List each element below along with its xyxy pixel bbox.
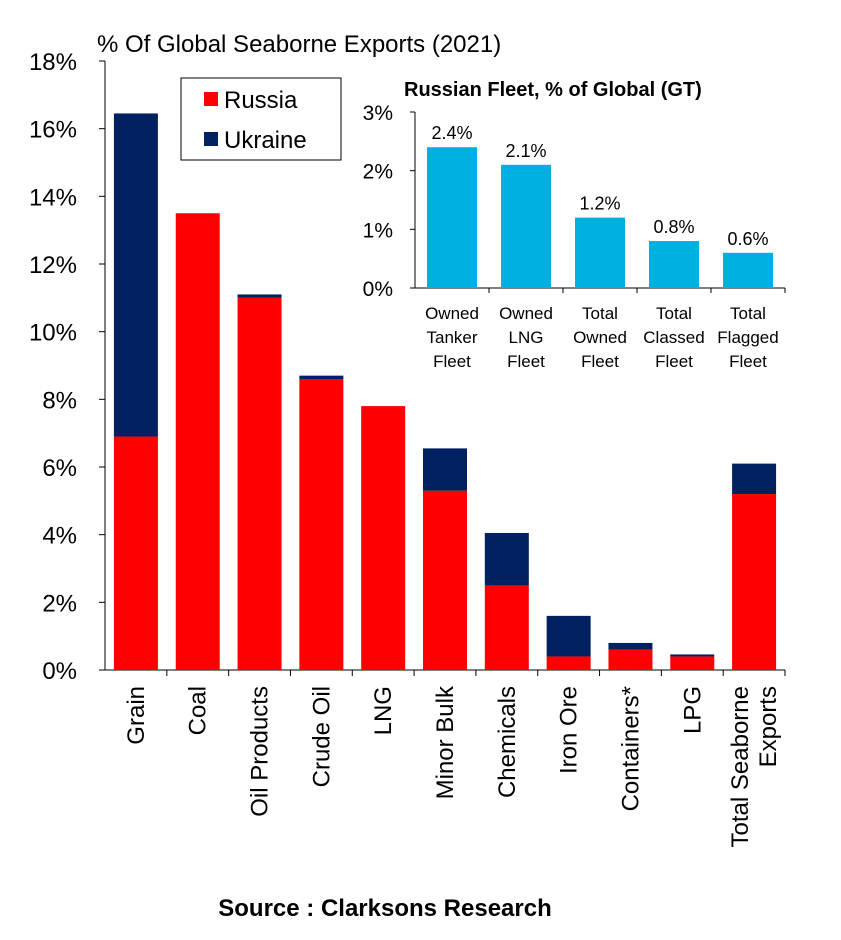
x-tick-label: Minor Bulk (432, 685, 459, 799)
inset-x-tick-label: Owned (573, 328, 627, 347)
y-tick-label: 8% (42, 387, 77, 414)
bar-russia (237, 297, 282, 670)
inset-x-tick-label: Fleet (729, 352, 767, 371)
inset-x-tick-label: Fleet (433, 352, 471, 371)
x-tick-label: LPG (679, 686, 706, 734)
bar-russia (299, 379, 344, 670)
inset-x-tick-label: Flagged (717, 328, 778, 347)
inset-x-tick-label: Tanker (426, 328, 477, 347)
inset-x-tick-label: Fleet (655, 352, 693, 371)
legend-swatch (204, 132, 218, 146)
bar-russia (670, 656, 715, 670)
bar-ukraine (670, 654, 715, 657)
inset-x-tick-label: Classed (643, 328, 704, 347)
legend-box (180, 77, 342, 161)
inset-y-tick-label: 3% (363, 102, 393, 125)
y-tick-label: 10% (29, 320, 77, 347)
y-tick-label: 4% (42, 523, 77, 550)
inset-bar (575, 217, 625, 288)
y-tick-label: 18% (29, 49, 77, 76)
x-tick-label: Iron Ore (556, 686, 583, 774)
bar-russia (113, 436, 158, 670)
x-tick-label: Exports (755, 686, 782, 767)
y-tick-label: 6% (42, 455, 77, 482)
inset-bar (501, 164, 551, 288)
legend-swatch (204, 92, 218, 106)
inset-bar (427, 147, 477, 288)
inset-x-tick-label: LNG (509, 328, 544, 347)
bar-ukraine (237, 294, 282, 298)
x-tick-label: Total Seaborne (727, 686, 754, 847)
bar-russia (423, 490, 467, 670)
bar-ukraine (423, 448, 467, 491)
inset-data-label: 2.1% (505, 141, 546, 161)
bar-ukraine (299, 375, 344, 380)
inset-bar (723, 252, 773, 288)
source-note: Source : Clarksons Research (218, 895, 551, 922)
bar-russia (484, 585, 529, 670)
bar-ukraine (608, 642, 653, 650)
y-tick-label: 2% (42, 590, 77, 617)
bar-russia (732, 494, 777, 670)
x-tick-label: Chemicals (494, 686, 521, 798)
inset-chart-title: Russian Fleet, % of Global (GT) (404, 79, 702, 101)
inset-data-label: 0.8% (653, 217, 694, 237)
inset-data-label: 1.2% (579, 194, 620, 214)
bar-ukraine (732, 463, 777, 495)
legend-label: Ukraine (224, 127, 307, 154)
main-chart-title: % Of Global Seaborne Exports (2021) (97, 31, 501, 58)
inset-y-tick-label: 2% (363, 161, 393, 184)
legend-label: Russia (224, 87, 298, 114)
inset-data-label: 0.6% (727, 229, 768, 249)
y-tick-label: 12% (29, 252, 77, 279)
bar-russia (608, 649, 653, 670)
bar-ukraine (546, 615, 591, 657)
inset-data-label: 2.4% (431, 123, 472, 143)
inset-x-tick-label: Owned (425, 304, 479, 323)
y-tick-label: 16% (29, 117, 77, 144)
inset-x-tick-label: Fleet (581, 352, 619, 371)
x-tick-label: Oil Products (247, 686, 274, 817)
inset-x-tick-label: Total (656, 304, 692, 323)
y-tick-label: 0% (42, 658, 77, 685)
bar-ukraine (484, 532, 529, 586)
bar-russia (361, 406, 406, 670)
inset-x-tick-label: Fleet (507, 352, 545, 371)
inset-x-tick-label: Total (582, 304, 618, 323)
bar-russia (175, 213, 220, 670)
y-tick-label: 14% (29, 184, 77, 211)
x-tick-label: Containers* (617, 686, 644, 811)
inset-bar (649, 241, 699, 288)
inset-x-tick-label: Total (730, 304, 766, 323)
inset-y-tick-label: 1% (363, 219, 393, 242)
x-tick-label: Crude Oil (308, 686, 335, 787)
x-tick-label: Grain (123, 686, 150, 745)
inset-y-tick-label: 0% (363, 278, 393, 301)
bar-ukraine (113, 113, 158, 437)
bar-russia (546, 656, 591, 670)
x-tick-label: LNG (370, 686, 397, 735)
x-tick-label: Coal (185, 686, 212, 735)
inset-x-tick-label: Owned (499, 304, 553, 323)
